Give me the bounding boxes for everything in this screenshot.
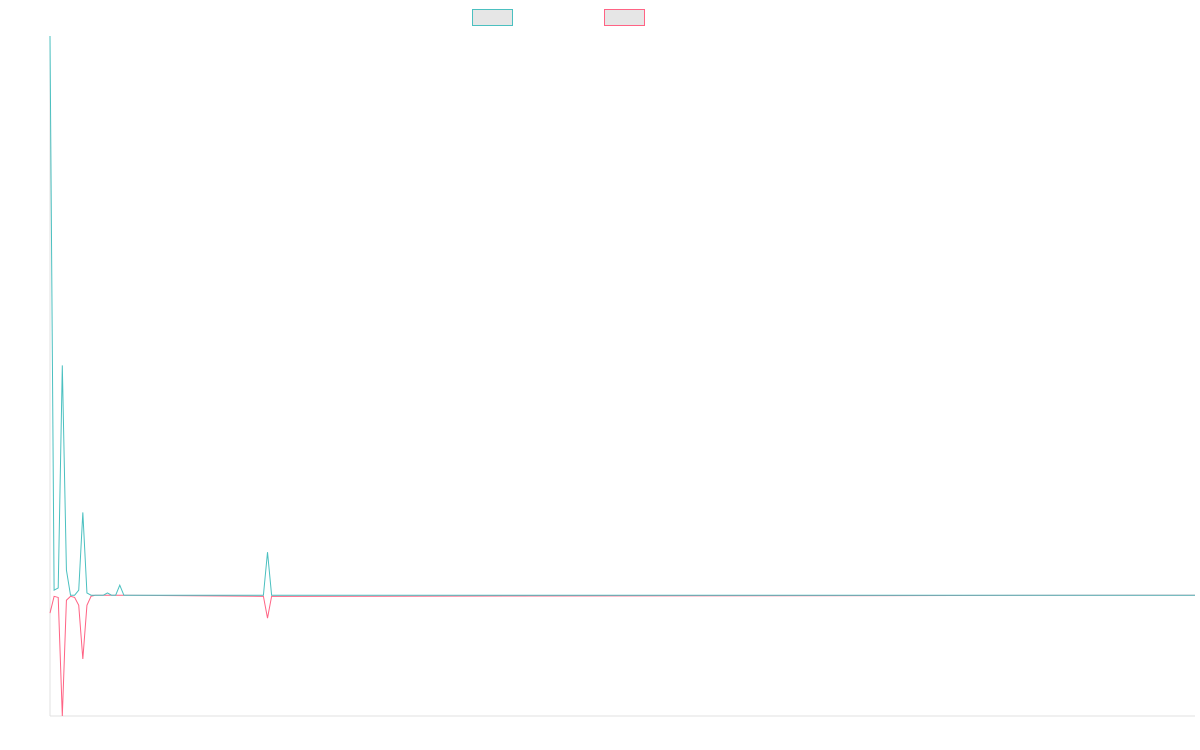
series-line: [49, 594, 1196, 717]
legend-swatch[interactable]: [472, 9, 513, 26]
legend-swatch[interactable]: [604, 9, 645, 26]
series-line: [49, 35, 1195, 596]
